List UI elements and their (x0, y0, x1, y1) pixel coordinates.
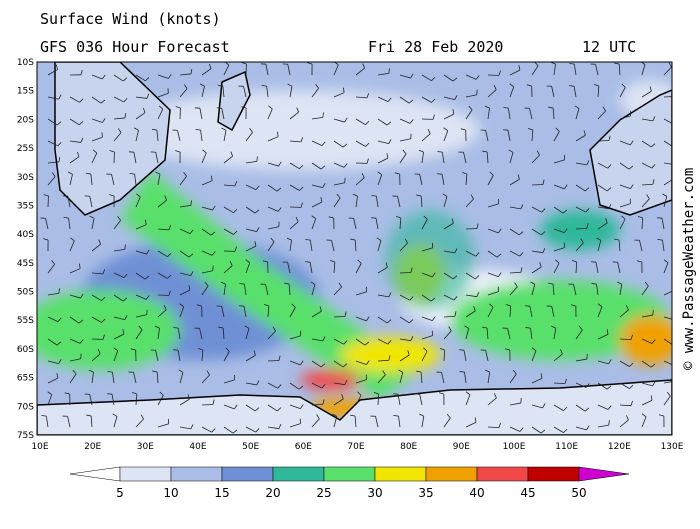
date: Fri 28 Feb 2020 (368, 38, 503, 56)
lon-label: 90E (453, 442, 470, 452)
lat-label: 30S (17, 173, 34, 183)
barb-flag (674, 362, 677, 366)
lat-label: 25S (17, 144, 34, 154)
colorbar-label: 30 (367, 486, 382, 500)
colorbar-box (273, 467, 324, 481)
lon-label: 70E (347, 442, 364, 452)
lon-label: 30E (137, 442, 154, 452)
lon-label: 120E (608, 442, 631, 452)
barb-flag (673, 144, 677, 147)
map (20, 62, 680, 435)
colorbar-label: 25 (316, 486, 331, 500)
colorbar-label: 35 (418, 486, 433, 500)
lat-label: 60S (17, 345, 34, 355)
lon-label: 40E (189, 442, 206, 452)
barb-flag (675, 316, 678, 320)
colorbar-box (120, 467, 171, 481)
lon-label: 20E (84, 442, 101, 452)
lat-label: 50S (17, 288, 34, 298)
time: 12 UTC (582, 38, 636, 56)
barb-flag (675, 160, 677, 165)
credit: © www.PassageWeather.com (681, 168, 697, 370)
colorbar-box (426, 467, 477, 481)
colorbar-label: 45 (520, 486, 535, 500)
colorbar-label: 10 (163, 486, 178, 500)
colorbar-end (70, 467, 120, 481)
colorbar: 5 10 15 20 25 30 35 40 45 50 (70, 467, 629, 500)
colorbar-label: 15 (214, 486, 229, 500)
lat-label: 40S (17, 230, 34, 240)
lon-label: 50E (242, 442, 259, 452)
lat-label: 55S (17, 316, 34, 326)
colorbar-box (528, 467, 579, 481)
lat-label: 75S (17, 431, 34, 441)
lat-label: 20S (17, 115, 34, 125)
colorbar-end (579, 467, 629, 481)
colorbar-box (324, 467, 375, 481)
barb-flag (675, 92, 676, 97)
title: Surface Wind (knots) (40, 10, 221, 28)
barb-flag (673, 342, 677, 345)
lat-label: 45S (17, 259, 34, 269)
lon-label: 10E (31, 442, 48, 452)
colorbar-label: 20 (265, 486, 280, 500)
lat-label: 70S (17, 402, 34, 412)
colorbar-label: 40 (469, 486, 484, 500)
lon-label: 110E (555, 442, 578, 452)
lat-label: 35S (17, 201, 34, 211)
lat-label: 15S (17, 87, 34, 97)
lat-label: 10S (17, 58, 34, 68)
barb-flag (673, 285, 674, 290)
colorbar-box (171, 467, 222, 481)
model: GFS 036 Hour Forecast (40, 38, 230, 56)
lon-label: 130E (661, 442, 684, 452)
colorbar-box (375, 467, 426, 481)
lon-label: 100E (503, 442, 526, 452)
lon-label: 80E (400, 442, 417, 452)
lon-label: 60E (295, 442, 312, 452)
colorbar-box (477, 467, 528, 481)
barb-flag (674, 121, 677, 125)
lat-label: 65S (17, 374, 34, 384)
colorbar-label: 5 (116, 486, 124, 500)
colorbar-box (222, 467, 273, 481)
colorbar-label: 50 (571, 486, 586, 500)
